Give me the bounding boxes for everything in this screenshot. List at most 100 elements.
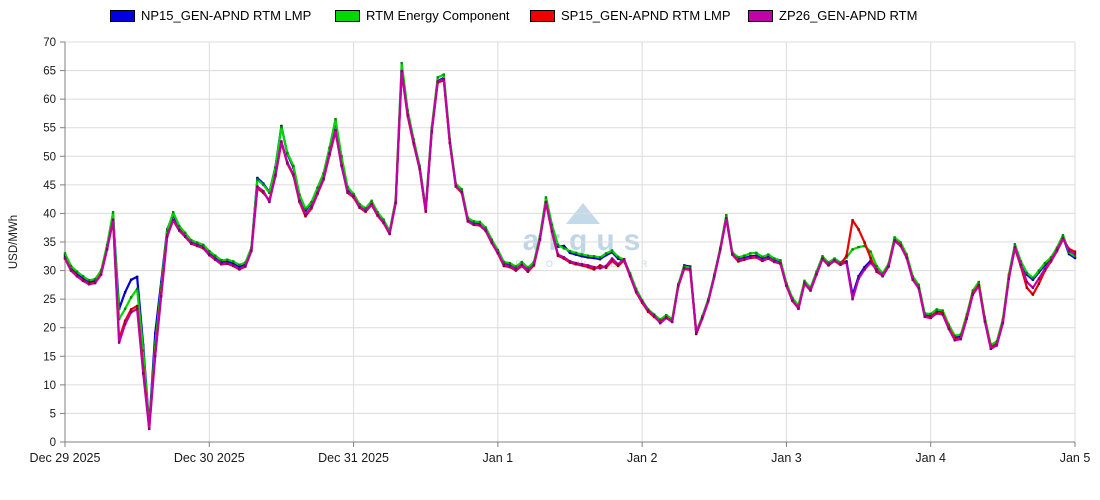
data-point-marker [111, 211, 115, 214]
data-point-marker [689, 268, 692, 272]
data-point-marker [887, 262, 890, 265]
data-point-marker [352, 192, 355, 196]
data-point-marker [947, 326, 950, 329]
data-point-marker [508, 261, 512, 265]
data-point-marker [105, 248, 109, 251]
data-point-marker [767, 256, 770, 260]
data-point-marker [767, 255, 770, 259]
data-point-marker [334, 117, 337, 121]
data-point-marker [592, 268, 596, 271]
data-point-marker [1073, 255, 1077, 258]
data-point-marker [863, 268, 866, 271]
data-point-marker [111, 214, 115, 217]
data-point-marker [857, 275, 860, 278]
data-point-marker [881, 272, 884, 275]
data-point-marker [1067, 251, 1071, 254]
data-point-marker [1067, 252, 1071, 256]
data-point-marker [827, 261, 830, 264]
data-point-marker [99, 273, 103, 276]
x-tick-label: Jan 3 [771, 451, 802, 465]
data-point-marker [574, 253, 578, 256]
data-point-marker [135, 307, 139, 311]
data-point-marker [322, 178, 325, 181]
data-point-marker [123, 291, 127, 294]
data-point-marker [478, 222, 482, 225]
data-point-marker [412, 143, 415, 146]
data-point-marker [81, 275, 85, 278]
data-point-marker [304, 207, 307, 211]
data-point-marker [430, 126, 433, 129]
data-point-marker [1001, 317, 1005, 321]
data-point-marker [695, 332, 698, 336]
legend-item-sp15[interactable]: SP15_GEN-APND RTM LMP [530, 9, 731, 23]
data-point-marker [737, 259, 740, 262]
data-point-marker [821, 257, 824, 261]
data-point-marker [580, 263, 584, 266]
data-point-marker [153, 343, 157, 347]
data-point-marker [1007, 277, 1011, 280]
data-point-marker [123, 323, 127, 326]
data-point-marker [364, 207, 367, 210]
data-point-marker [989, 347, 993, 351]
data-point-marker [851, 248, 854, 251]
data-point-marker [1025, 286, 1029, 289]
data-point-marker [226, 260, 229, 263]
x-tick-label: Dec 30 2025 [174, 451, 245, 465]
data-point-marker [454, 185, 457, 188]
data-point-marker [490, 238, 494, 241]
data-point-marker [532, 262, 536, 265]
data-point-marker [220, 259, 223, 262]
data-point-marker [1061, 233, 1065, 237]
data-point-marker [785, 283, 788, 287]
data-point-marker [346, 185, 349, 189]
y-tick-label: 30 [43, 266, 56, 278]
data-point-marker [785, 284, 788, 287]
data-point-marker [316, 192, 319, 196]
data-point-marker [713, 275, 716, 278]
data-point-marker [75, 274, 79, 277]
data-point-marker [701, 316, 704, 320]
data-point-marker [893, 237, 896, 241]
legend-item-np15[interactable]: NP15_GEN-APND RTM LMP [110, 9, 311, 23]
data-point-marker [520, 260, 524, 264]
data-point-marker [172, 219, 175, 222]
data-point-marker [683, 265, 686, 268]
data-point-marker [388, 231, 391, 235]
data-point-marker [562, 244, 566, 248]
data-point-marker [634, 290, 638, 293]
data-point-marker [316, 186, 319, 189]
data-point-marker [244, 265, 247, 268]
data-point-marker [803, 279, 806, 283]
data-point-marker [719, 246, 722, 249]
data-point-marker [857, 228, 860, 231]
data-point-marker [971, 291, 974, 294]
data-point-marker [580, 253, 584, 256]
data-point-marker [250, 249, 253, 253]
data-point-marker [556, 245, 560, 248]
data-point-marker [166, 235, 169, 239]
legend-label: SP15_GEN-APND RTM LMP [561, 8, 731, 23]
data-point-marker [947, 327, 950, 331]
data-point-marker [99, 272, 103, 276]
data-point-marker [190, 240, 193, 244]
data-point-marker [1049, 259, 1053, 262]
watermark-word: argus [522, 224, 650, 257]
data-point-marker [502, 260, 506, 264]
data-point-marker [797, 304, 800, 307]
legend-item-zp26[interactable]: ZP26_GEN-APND RTM [748, 9, 917, 23]
data-point-marker [953, 336, 956, 339]
data-point-marker [743, 258, 746, 261]
data-point-marker [166, 228, 169, 231]
data-point-marker [875, 270, 878, 273]
legend-item-rtm-energy[interactable]: RTM Energy Component [335, 9, 510, 23]
data-point-marker [69, 269, 73, 272]
data-point-marker [610, 259, 614, 263]
data-point-marker [1013, 247, 1017, 250]
data-point-marker [135, 275, 139, 279]
data-point-marker [851, 293, 854, 297]
data-point-marker [340, 155, 343, 158]
data-point-marker [129, 311, 133, 314]
data-point-marker [983, 320, 987, 323]
data-point-marker [713, 275, 716, 279]
